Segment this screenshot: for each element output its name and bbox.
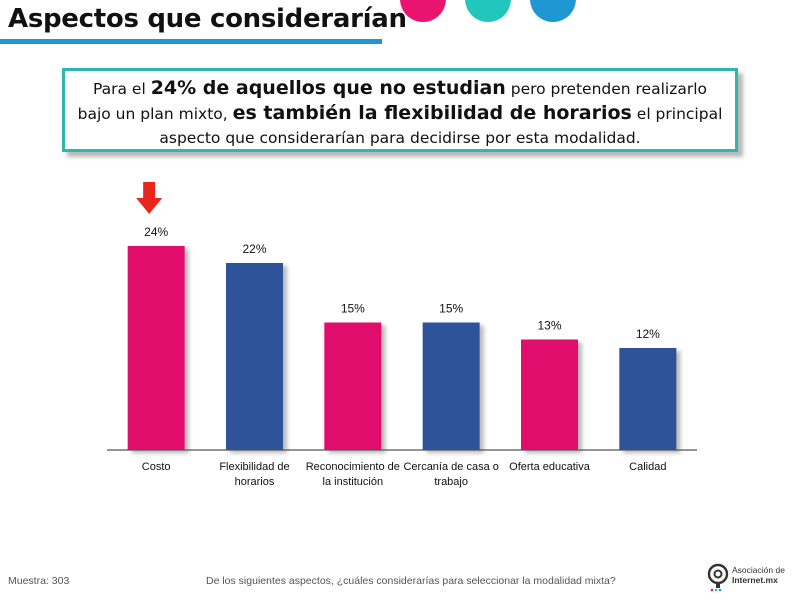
decorative-circle-teal (465, 0, 511, 22)
category-label-3: Cercanía de casa o trabajo (403, 461, 498, 488)
category-label-1: Flexibilidad de horarios (219, 461, 289, 488)
bar-value-label-5: 12% (636, 327, 660, 341)
callout-highlight-1: 24% de aquellos que no estudian (150, 77, 506, 99)
title-underline (0, 39, 382, 44)
survey-question-note: De los siguientes aspectos, ¿cuáles cons… (206, 575, 616, 587)
bar-1 (226, 263, 283, 450)
callout-text-1: Para el (92, 80, 151, 98)
callout-text-3: el principal aspecto que considerarían p… (159, 105, 723, 147)
logo-mark-icon (707, 563, 729, 592)
bar-value-label-3: 15% (439, 302, 463, 316)
logo-line-1: Asociación de (732, 565, 785, 575)
category-label-5: Calidad (629, 461, 666, 473)
bar-5 (619, 348, 677, 450)
logo-line-2: Internet.mx (732, 575, 778, 585)
bar-value-label-2: 15% (341, 302, 365, 316)
category-label-4: Oferta educativa (509, 461, 591, 473)
bar-3 (422, 322, 480, 450)
highlight-arrow-icon (136, 182, 163, 214)
decorative-circle-pink (400, 0, 446, 22)
category-label-0: Costo (142, 461, 171, 473)
callout-highlight-2: es también la flexibilidad de horarios (232, 102, 632, 124)
bar-chart: 24% Costo 22% Flexibilidad de horarios 15% Rec… (107, 182, 697, 488)
sample-size-note: Muestra: 303 (8, 575, 70, 587)
category-label-2: Reconocimiento de la institución (306, 461, 400, 488)
bar-2 (324, 322, 382, 450)
bar-0 (127, 246, 185, 450)
callout-box: Para el 24% de aquellos que no estudian … (62, 68, 738, 152)
page-title: Aspectos que considerarían (8, 4, 407, 34)
bar-value-label-4: 13% (537, 319, 561, 333)
asociacion-internet-logo: Asociación de Internet.mx (707, 562, 793, 594)
decorative-circle-blue (530, 0, 576, 22)
bar-4 (521, 339, 578, 450)
bar-value-label-0: 24% (144, 225, 168, 239)
bar-value-label-1: 22% (242, 242, 266, 256)
callout-text-2: pero pretenden realizarlo bajo un plan m… (77, 80, 708, 123)
